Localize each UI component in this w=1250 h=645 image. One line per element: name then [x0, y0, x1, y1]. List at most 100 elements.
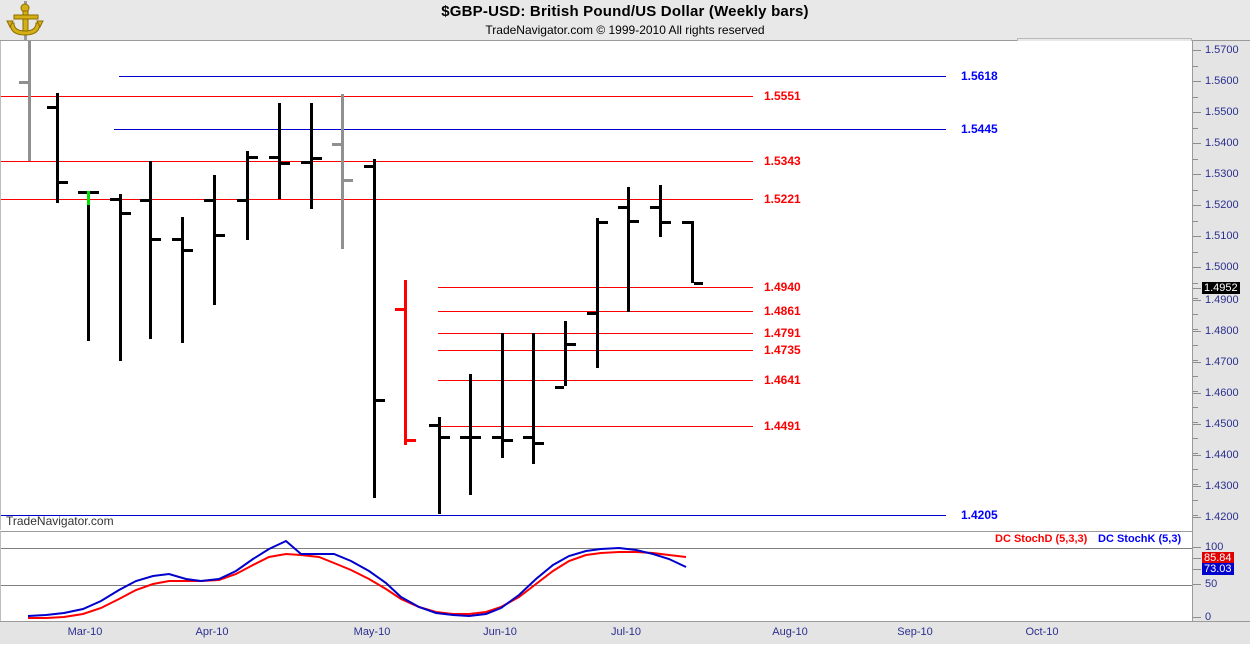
ohlc-close-tick — [662, 221, 671, 225]
ohlc-close-tick — [313, 157, 322, 161]
indicator-axis-label: 50 — [1205, 578, 1218, 590]
page-title: $GBP-USD: British Pound/US Dollar (Weekl… — [441, 3, 809, 20]
price-axis-minor-tick — [1193, 484, 1198, 485]
price-level-line — [1, 515, 946, 517]
price-axis-tick — [1193, 393, 1201, 394]
ohlc-open-tick — [47, 106, 56, 110]
price-axis-minor-tick — [1193, 127, 1198, 129]
ohlc-close-tick — [281, 162, 290, 166]
price-axis-minor-tick — [1193, 329, 1198, 330]
indicator-axis-label: 100 — [1205, 541, 1224, 553]
price-level-line — [438, 379, 753, 381]
price-level-label: 1.4641 — [764, 372, 801, 387]
ohlc-close-tick — [184, 249, 193, 253]
stoch-upper-band-line — [1, 548, 1193, 549]
chart-header: $GBP-USD: British Pound/US Dollar (Weekl… — [0, 0, 1250, 41]
date-axis-label: Sep-10 — [897, 626, 933, 638]
price-axis-tick — [1193, 547, 1201, 548]
price-level-label: 1.5618 — [961, 68, 998, 83]
price-axis-minor-tick — [1193, 499, 1198, 501]
price-axis-minor-tick — [1193, 251, 1198, 253]
date-axis-label: Apr-10 — [195, 626, 229, 638]
watermark-text: TradeNavigator.com — [6, 514, 114, 528]
price-axis-tick — [1193, 558, 1201, 559]
ohlc-bar-range — [278, 102, 281, 200]
ohlc-bar-highlight-segment — [87, 190, 90, 205]
price-axis-minor-tick — [1193, 189, 1198, 191]
ohlc-close-tick — [152, 238, 161, 242]
price-axis-tick — [1193, 617, 1201, 618]
ohlc-close-tick — [535, 442, 544, 446]
price-axis-label: 1.4700 — [1205, 356, 1239, 368]
indicator-value-marker: 85.84 — [1202, 552, 1234, 564]
ohlc-bar-range — [341, 93, 344, 250]
ohlc-open-tick — [555, 386, 564, 390]
price-axis-minor-tick — [1193, 313, 1198, 315]
ohlc-bar-range — [627, 186, 630, 312]
price-level-label: 1.4205 — [961, 508, 998, 523]
price-axis-minor-tick — [1193, 437, 1198, 439]
ohlc-open-tick — [682, 221, 691, 225]
price-axis-minor-tick — [1193, 220, 1198, 222]
price-axis-label: 1.5700 — [1205, 44, 1239, 56]
ohlc-bar-range — [149, 160, 152, 339]
price-axis-minor-tick — [1193, 65, 1198, 67]
date-axis-label: Mar-10 — [67, 626, 103, 638]
ohlc-open-tick — [492, 436, 501, 440]
price-level-line — [438, 350, 753, 352]
copyright-subtitle: TradeNavigator.com © 1999-2010 All right… — [485, 23, 765, 37]
ohlc-bar-range — [119, 194, 122, 362]
price-axis-minor-tick — [1193, 360, 1198, 361]
stochastic-lines — [27, 539, 687, 619]
price-level-line — [1, 161, 753, 163]
indicator-value-marker: 73.03 — [1202, 563, 1234, 575]
ohlc-close-tick — [441, 436, 450, 440]
ohlc-bar-range — [596, 218, 599, 368]
price-level-label: 1.4735 — [764, 343, 801, 358]
ohlc-close-tick — [567, 342, 576, 346]
price-axis-tick — [1193, 584, 1201, 585]
ohlc-bar-range — [532, 333, 535, 465]
ohlc-bar-range — [246, 151, 249, 240]
price-level-line — [438, 426, 753, 428]
price-axis-tick — [1193, 455, 1201, 456]
date-axis-label: Oct-10 — [1025, 626, 1059, 638]
price-level-label: 1.5221 — [764, 192, 801, 207]
price-axis-label: 1.5400 — [1205, 137, 1239, 149]
price-axis-tick — [1193, 288, 1201, 289]
ohlc-bar-range — [691, 221, 694, 284]
ohlc-open-tick — [332, 143, 341, 147]
price-level-label: 1.4791 — [764, 326, 801, 340]
date-axis-label: Jul-10 — [611, 626, 641, 638]
ohlc-close-tick — [694, 281, 703, 285]
legend-stoch-d[interactable]: DC StochD (5,3,3) — [995, 533, 1088, 545]
ohlc-bar-range — [181, 216, 184, 343]
stoch-d-line — [28, 551, 687, 619]
price-chart-pane[interactable]: 1.5618 1.5551 1.5445 1.5343 1.5221 1.4940 1.48… — [0, 41, 1194, 530]
price-axis-label: 1.5300 — [1205, 168, 1239, 180]
stochastic-indicator-pane[interactable] — [0, 531, 1194, 622]
ohlc-bar-range — [213, 174, 216, 306]
price-level-line — [119, 75, 946, 77]
ohlc-close-tick — [376, 398, 385, 402]
price-axis-tick — [1193, 424, 1201, 425]
price-level-label: 1.4861 — [764, 304, 801, 319]
price-axis-label: 1.5600 — [1205, 75, 1239, 87]
ohlc-open-tick — [395, 308, 404, 312]
legend-stoch-k[interactable]: DC StochK (5,3) — [1098, 533, 1182, 545]
price-axis-minor-tick — [1193, 205, 1198, 206]
price-level-line — [114, 129, 946, 131]
price-level-label: 1.4491 — [764, 419, 801, 434]
ohlc-bar-range — [659, 185, 662, 237]
price-axis-tick — [1193, 517, 1201, 518]
ohlc-bar-range — [310, 102, 313, 209]
price-axis-label: 1.4500 — [1205, 418, 1239, 430]
ohlc-open-tick — [140, 199, 149, 203]
price-axis[interactable]: 1.5700 1.5600 1.5500 1.5400 1.5300 1.5200 1.51… — [1192, 41, 1250, 623]
ohlc-bar-range — [564, 320, 567, 387]
ohlc-close-tick — [504, 439, 513, 443]
ohlc-bar-range — [404, 280, 407, 446]
date-axis[interactable]: Mar-10 Apr-10 May-10 Jun-10 Jul-10 Aug-10 Sep-… — [0, 621, 1250, 644]
current-price-marker: 1.4952 — [1202, 282, 1240, 294]
